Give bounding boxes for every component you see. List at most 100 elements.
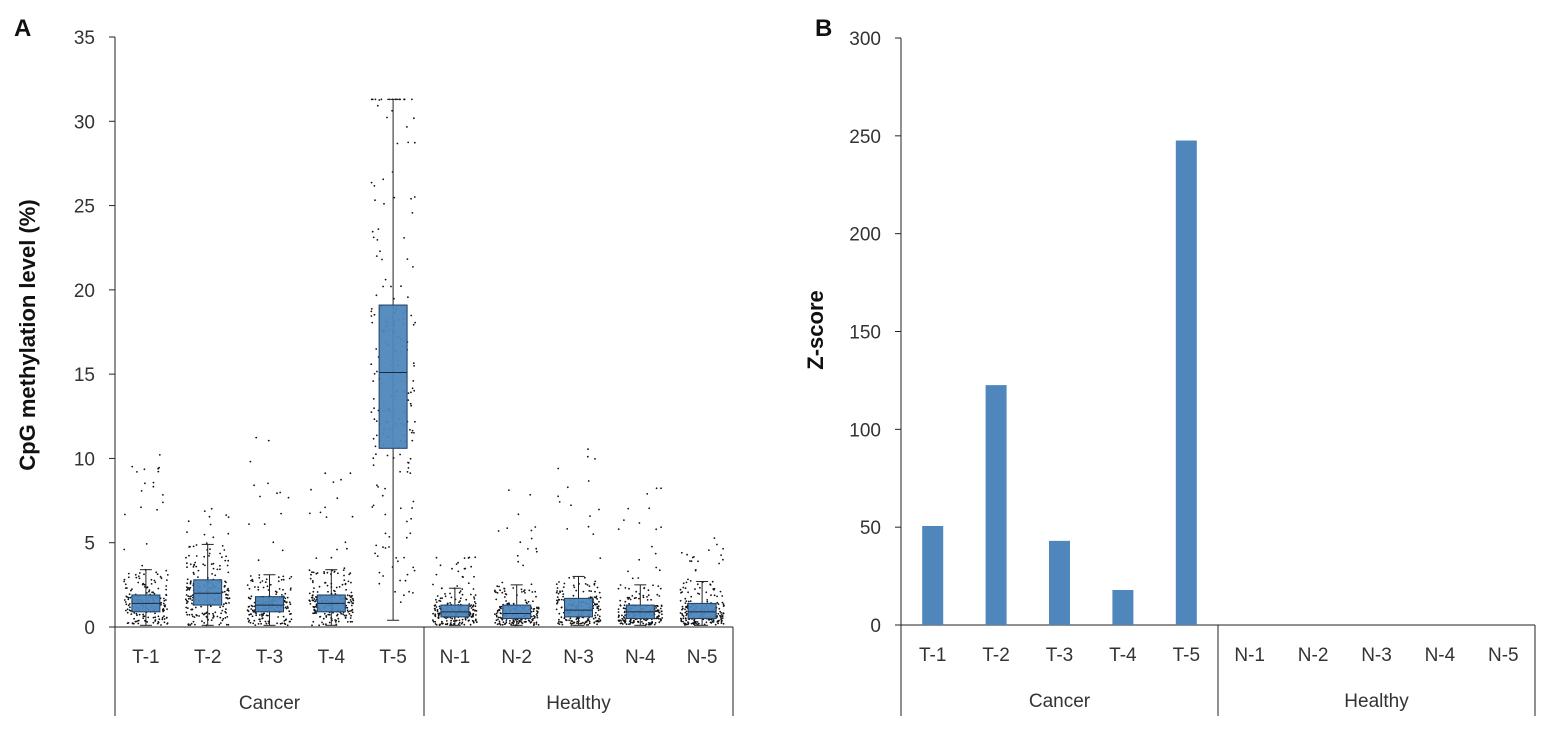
chart-a-point [281, 622, 283, 625]
chart-a-point [128, 609, 131, 612]
chart-a-point [537, 624, 540, 626]
chart-a-point [655, 528, 658, 531]
chart-a-point [556, 602, 558, 605]
chart-a-point [221, 591, 224, 594]
chart-a-point [594, 458, 596, 460]
chart-a-point [154, 612, 156, 615]
chart-a-point [712, 588, 715, 590]
chart-a-point [655, 607, 657, 609]
chart-a-point [407, 392, 410, 394]
chart-a-point [219, 568, 221, 571]
chart-a-point [534, 590, 537, 593]
chart-a-point [410, 314, 413, 317]
chart-a-point [400, 285, 402, 288]
chart-a-point [333, 571, 336, 573]
chart-a-point [457, 623, 460, 626]
chart-a-point [439, 564, 442, 567]
chart-a-point [638, 558, 641, 561]
chart-a-point [351, 515, 354, 518]
chart-a-point [143, 468, 146, 471]
chart-a-point [598, 508, 600, 511]
chart-a-point [138, 577, 141, 580]
chart-a-point [562, 586, 565, 588]
chart-a-point [377, 228, 380, 231]
chart-a-point [720, 612, 722, 614]
chart-a-point [375, 348, 378, 350]
chart-a-point [588, 590, 591, 592]
chart-a-point [334, 590, 336, 593]
chart-a-point [682, 617, 685, 620]
chart-a-point [315, 557, 318, 559]
chart-a-point [624, 610, 626, 613]
chart-a-point [289, 589, 292, 591]
chart-a-point [626, 596, 629, 599]
chart-a-point [496, 615, 498, 618]
chart-a-point [155, 571, 158, 574]
chart-a-point [719, 610, 721, 613]
chart-b-x-tick-label: N-3 [1361, 645, 1392, 666]
chart-a-x-tick-label: N-3 [563, 647, 594, 668]
chart-a-point [588, 620, 591, 623]
chart-a-point [717, 622, 719, 625]
chart-a-point [190, 622, 193, 625]
chart-a-point [165, 588, 168, 591]
chart-a-point [372, 437, 375, 440]
chart-a-point [566, 486, 569, 489]
chart-a-point [512, 602, 515, 605]
chart-a-point [277, 576, 280, 579]
chart-a-point [533, 622, 535, 624]
chart-a-point [282, 578, 285, 581]
chart-a-point [318, 624, 320, 627]
chart-a-point [472, 609, 474, 611]
chart-a-point [279, 491, 282, 494]
chart-a-point [202, 613, 205, 616]
chart-a-point [472, 588, 475, 590]
chart-a-point [520, 588, 523, 591]
chart-a-point [499, 623, 502, 626]
chart-a-point [266, 585, 269, 588]
chart-a-point [378, 99, 381, 101]
chart-a-group-label: Healthy [546, 693, 611, 714]
chart-a-point [185, 599, 188, 602]
chart-a-point [633, 597, 636, 600]
chart-a-point [582, 621, 584, 624]
chart-a-point [148, 589, 151, 591]
chart-a-point [627, 507, 630, 510]
chart-a-group-label: Cancer [239, 693, 301, 714]
chart-a-point [375, 255, 378, 257]
chart-a-point [434, 623, 437, 625]
chart-a-point [200, 605, 203, 608]
chart-a-point [412, 500, 415, 503]
chart-a-point [138, 572, 141, 574]
chart-a-point [189, 563, 192, 566]
chart-a-point [403, 98, 406, 101]
chart-a-point [349, 617, 352, 619]
chart-a-point [225, 555, 228, 558]
chart-a-point [599, 619, 602, 621]
chart-a-point [596, 586, 599, 589]
chart-a-point [593, 583, 596, 586]
chart-a-point [373, 373, 376, 375]
chart-a-point [287, 496, 290, 499]
chart-a-point [164, 605, 166, 608]
chart-a-point [334, 621, 337, 623]
chart-a-point [267, 439, 270, 442]
chart-a-point [219, 622, 222, 624]
chart-a-point [210, 619, 213, 622]
chart-a-point [566, 528, 569, 530]
chart-a-point [156, 622, 159, 625]
chart-a-point [657, 585, 660, 587]
chart-a-point [185, 611, 188, 614]
chart-a-point [716, 543, 718, 546]
chart-a-point [432, 619, 434, 622]
chart-a-point [370, 98, 373, 101]
chart-a-point [532, 617, 535, 620]
chart-a-point [315, 595, 317, 598]
chart-a-point [319, 511, 322, 514]
chart-a-point [193, 573, 195, 575]
chart-b-y-tick-label: 0 [870, 616, 881, 637]
chart-a-point [588, 622, 591, 625]
chart-a-point [628, 597, 631, 599]
chart-a-point [219, 616, 222, 619]
chart-a-point [570, 504, 572, 507]
